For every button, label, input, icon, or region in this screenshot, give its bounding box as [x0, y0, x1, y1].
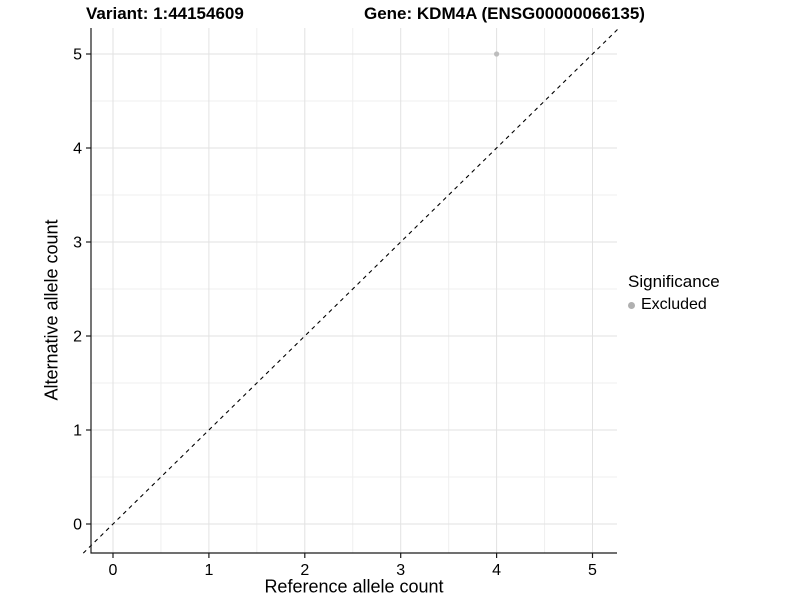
x-tick-label: 3 [396, 562, 405, 579]
x-tick-label: 2 [300, 562, 309, 579]
legend-item-excluded: Excluded [628, 296, 720, 314]
y-axis-title: Alternative allele count [41, 219, 62, 401]
x-tick-label: 0 [109, 562, 118, 579]
x-tick-label: 4 [492, 562, 501, 579]
legend: Significance Excluded [628, 272, 720, 314]
x-axis-title: Reference allele count [264, 576, 444, 597]
legend-item-label: Excluded [641, 296, 707, 313]
y-tick-label: 4 [73, 141, 82, 158]
gene-title: Gene: KDM4A (ENSG00000066135) [364, 4, 645, 23]
y-tick-label: 2 [73, 329, 82, 346]
variant-title: Variant: 1:44154609 [86, 4, 244, 23]
legend-point-icon [628, 301, 635, 309]
x-tick-label: 1 [204, 562, 213, 579]
y-tick-label: 1 [73, 423, 82, 440]
x-tick-label: 5 [588, 562, 597, 579]
legend-title: Significance [628, 272, 720, 291]
y-tick-label: 5 [73, 47, 82, 64]
identity-line [82, 27, 620, 554]
y-tick-label: 3 [73, 235, 82, 252]
y-tick-label: 0 [73, 517, 82, 534]
data-point [494, 51, 500, 57]
